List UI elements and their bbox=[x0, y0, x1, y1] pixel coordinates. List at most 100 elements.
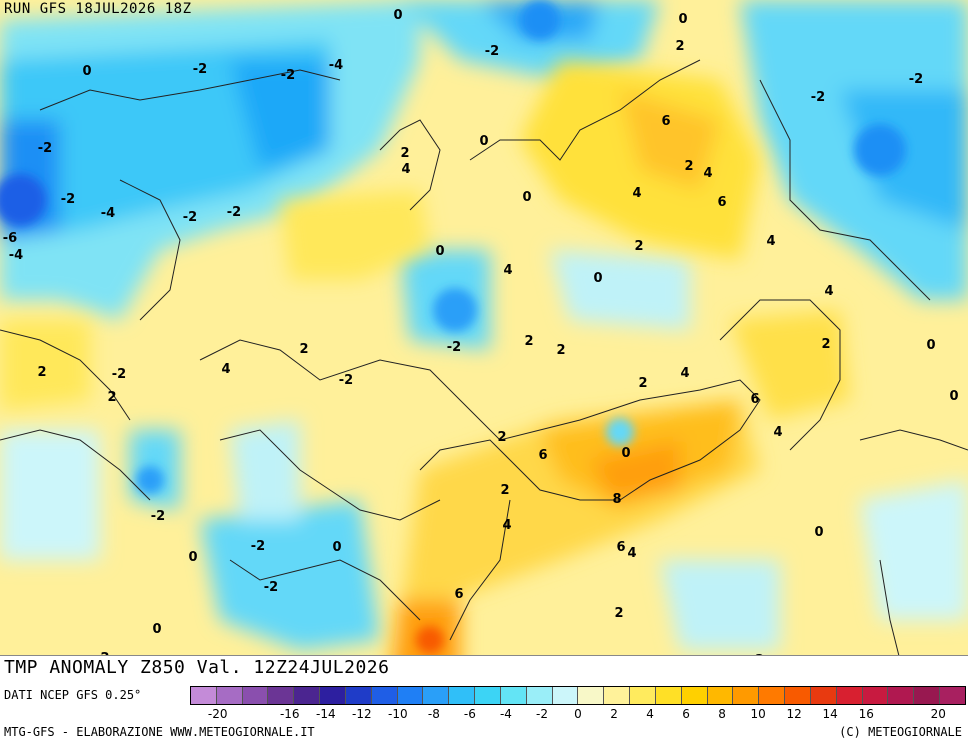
scale-swatch bbox=[785, 687, 811, 704]
scale-swatch bbox=[681, 687, 708, 704]
contour-label: -2 bbox=[61, 192, 75, 207]
contour-label: 4 bbox=[401, 162, 410, 177]
contour-label: 6 bbox=[750, 392, 759, 407]
scale-swatch bbox=[759, 687, 786, 704]
contour-label: 0 bbox=[593, 271, 602, 286]
scale-tick-label: -4 bbox=[499, 707, 512, 721]
scale-swatch bbox=[604, 687, 631, 704]
scale-swatch bbox=[862, 687, 889, 704]
scale-swatch bbox=[655, 687, 682, 704]
contour-label: 0 bbox=[814, 525, 823, 540]
contour-label: 0 bbox=[522, 190, 531, 205]
contour-label: 6 bbox=[616, 540, 625, 555]
contour-label: -2 bbox=[183, 210, 197, 225]
color-scale bbox=[190, 686, 966, 705]
scale-tick-label: -16 bbox=[279, 707, 300, 721]
scale-swatch bbox=[836, 687, 863, 704]
contour-label: 2 bbox=[634, 239, 643, 254]
scale-tick-label: 0 bbox=[574, 707, 582, 721]
country-borders bbox=[0, 59, 968, 661]
contour-label: 2 bbox=[500, 483, 509, 498]
contour-label: 4 bbox=[680, 366, 689, 381]
scale-swatch bbox=[888, 687, 915, 704]
contour-label: 4 bbox=[632, 186, 641, 201]
contour-label: -2 bbox=[264, 580, 278, 595]
scale-swatch bbox=[294, 687, 321, 704]
contour-label: -4 bbox=[9, 248, 23, 263]
contour-label: 4 bbox=[824, 284, 833, 299]
scale-tick-label: 2 bbox=[610, 707, 618, 721]
scale-swatch bbox=[242, 687, 269, 704]
title-bar: TMP ANOMALY Z850 Val. 12Z24JUL2026 bbox=[0, 655, 968, 681]
scale-tick-label: -6 bbox=[463, 707, 476, 721]
contour-label: 2 bbox=[299, 342, 308, 357]
data-source: DATI NCEP GFS 0.25° bbox=[4, 688, 142, 702]
contour-label: 2 bbox=[638, 376, 647, 391]
contour-label: -2 bbox=[151, 509, 165, 524]
scale-tick-label: -2 bbox=[535, 707, 548, 721]
scale-swatch bbox=[552, 687, 579, 704]
contour-label: 2 bbox=[524, 334, 533, 349]
contour-label: 0 bbox=[82, 64, 91, 79]
contour-label: 0 bbox=[152, 622, 161, 637]
footer: DATI NCEP GFS 0.25° -20 -16 -14 -12 -10 -8 -6-… bbox=[0, 680, 968, 745]
scale-swatch bbox=[914, 687, 941, 704]
scale-tick-label: 12 bbox=[786, 707, 802, 721]
contour-label: 2 bbox=[684, 159, 693, 174]
contour-label: -2 bbox=[339, 373, 353, 388]
scale-tick-label: -12 bbox=[352, 707, 372, 721]
scale-tick-label: 8 bbox=[718, 707, 726, 721]
contour-label: 2 bbox=[497, 430, 506, 445]
contour-label: 0 bbox=[332, 540, 341, 555]
contour-label: 4 bbox=[627, 546, 636, 561]
contour-label: -4 bbox=[329, 58, 343, 73]
scale-swatch bbox=[810, 687, 837, 704]
anomaly-field bbox=[0, 0, 968, 680]
contour-label: -2 bbox=[227, 205, 241, 220]
scale-tick-label: 10 bbox=[750, 707, 766, 721]
contour-label: 4 bbox=[221, 362, 230, 377]
contour-label: 2 bbox=[821, 337, 830, 352]
contour-label: 2 bbox=[37, 365, 46, 380]
scale-swatch bbox=[475, 687, 501, 704]
contour-label: 0 bbox=[188, 550, 197, 565]
contour-label: 0 bbox=[949, 389, 958, 404]
contour-label: 0 bbox=[621, 446, 630, 461]
contour-label: 4 bbox=[773, 425, 782, 440]
contour-label: 0 bbox=[678, 12, 687, 27]
contour-label: 0 bbox=[393, 8, 402, 23]
scale-tick-label: 6 bbox=[682, 707, 690, 721]
contour-label: -2 bbox=[811, 90, 825, 105]
contour-label: 4 bbox=[766, 234, 775, 249]
credit-right: (C) METEOGIORNALE bbox=[839, 725, 962, 739]
scale-tick-label: -20 bbox=[207, 707, 228, 721]
scale-swatch bbox=[320, 687, 346, 704]
contour-label: 2 bbox=[556, 343, 565, 358]
scale-swatch bbox=[423, 687, 450, 704]
contour-label: -2 bbox=[251, 539, 265, 554]
contour-label: 2 bbox=[107, 390, 116, 405]
contour-label: -2 bbox=[38, 141, 52, 156]
scale-swatch bbox=[733, 687, 760, 704]
color-scale-ticks: -20 -16 -14 -12 -10 -8 -6 -4 -2 0 2 4 6 8 10 12 14 16 20 bbox=[190, 707, 966, 723]
contour-label: 4 bbox=[703, 166, 712, 181]
scale-swatch bbox=[500, 687, 527, 704]
contour-label: 0 bbox=[479, 134, 488, 149]
contour-label: -4 bbox=[101, 206, 115, 221]
scale-swatch bbox=[630, 687, 656, 704]
contour-label: 6 bbox=[661, 114, 670, 129]
contour-label: 0 bbox=[435, 244, 444, 259]
contour-label: -2 bbox=[447, 340, 461, 355]
scale-tick-label: 14 bbox=[822, 707, 838, 721]
contour-label: -2 bbox=[485, 44, 499, 59]
scale-tick-label: -14 bbox=[315, 707, 336, 721]
contour-label: 2 bbox=[400, 146, 409, 161]
contour-label: 2 bbox=[614, 606, 623, 621]
scale-swatch bbox=[940, 687, 965, 704]
contour-label: -2 bbox=[112, 367, 126, 382]
contour-label: 6 bbox=[454, 587, 463, 602]
scale-swatch bbox=[268, 687, 295, 704]
contour-label: -2 bbox=[909, 72, 923, 87]
